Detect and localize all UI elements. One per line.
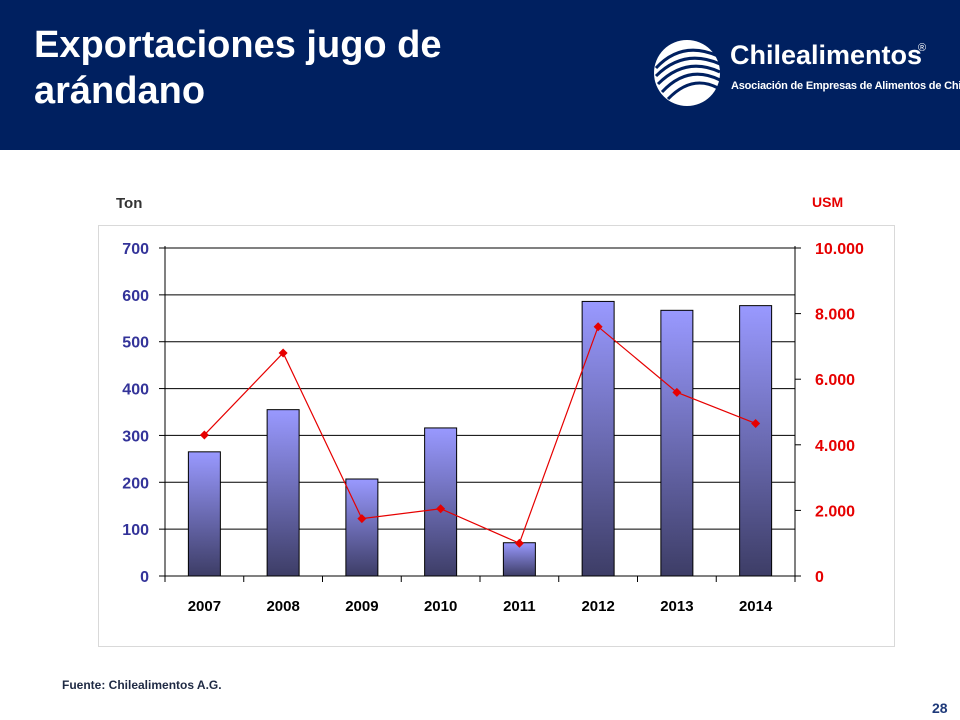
chilealimentos-logo: Chilealimentos ® Asociación de Empresas … [650,38,960,108]
bar [266,409,300,577]
right-axis-tick-label: 6.000 [815,372,855,389]
line-point [436,504,446,514]
left-axis-tick-label: 100 [122,522,149,539]
title-banner: Exportaciones jugo de arándano Chilealim… [0,0,960,150]
line-point [514,538,524,548]
x-axis-tick-label: 2013 [660,598,693,615]
logo-registered-mark: ® [918,42,927,54]
x-axis-tick-label: 2014 [739,598,773,615]
left-axis-tick-label: 200 [122,475,149,492]
bar [502,542,536,577]
left-axis-tick-label: 400 [122,382,149,399]
left-axis-tick-label: 500 [122,335,149,352]
bar [187,451,221,577]
logo-brand-name: Chilealimentos [730,40,923,70]
line-point [357,514,367,524]
x-axis-tick-label: 2008 [266,598,299,615]
line-series [203,325,756,545]
x-axis-tick-label: 2007 [188,598,221,615]
left-axis-unit: Ton [116,195,143,212]
page-number: 28 [932,700,948,716]
right-axis-tick-label: 2.000 [815,503,855,520]
bar [739,305,773,577]
line-point [751,418,761,428]
slide-title: Exportaciones jugo de arándano [34,24,442,112]
right-axis-tick-label: 4.000 [815,438,855,455]
line-point [593,322,603,332]
right-axis-unit: USM [812,194,844,210]
right-axis-tick-label: 0 [815,569,824,586]
left-axis-tick-label: 600 [122,288,149,305]
x-axis-tick-label: 2010 [424,598,457,615]
bar [581,300,615,577]
source-note: Fuente: Chilealimentos A.G. [62,678,222,692]
line-point [672,387,682,397]
right-axis-tick-label: 8.000 [815,307,855,324]
left-axis-tick-label: 300 [122,428,149,445]
line-point [199,430,209,440]
x-axis-tick-label: 2009 [345,598,378,615]
x-axis-tick-label: 2011 [503,598,536,615]
line-point [278,348,288,358]
globe-logo-icon [654,40,721,106]
bar [660,309,694,577]
left-axis-tick-label: 700 [122,241,149,258]
bar [345,478,379,577]
left-axis-tick-label: 0 [140,569,149,586]
logo-subtitle: Asociación de Empresas de Alimentos de C… [731,80,960,92]
x-axis-tick-label: 2012 [581,598,614,615]
bar [424,427,458,577]
right-axis-tick-label: 10.000 [815,241,864,258]
